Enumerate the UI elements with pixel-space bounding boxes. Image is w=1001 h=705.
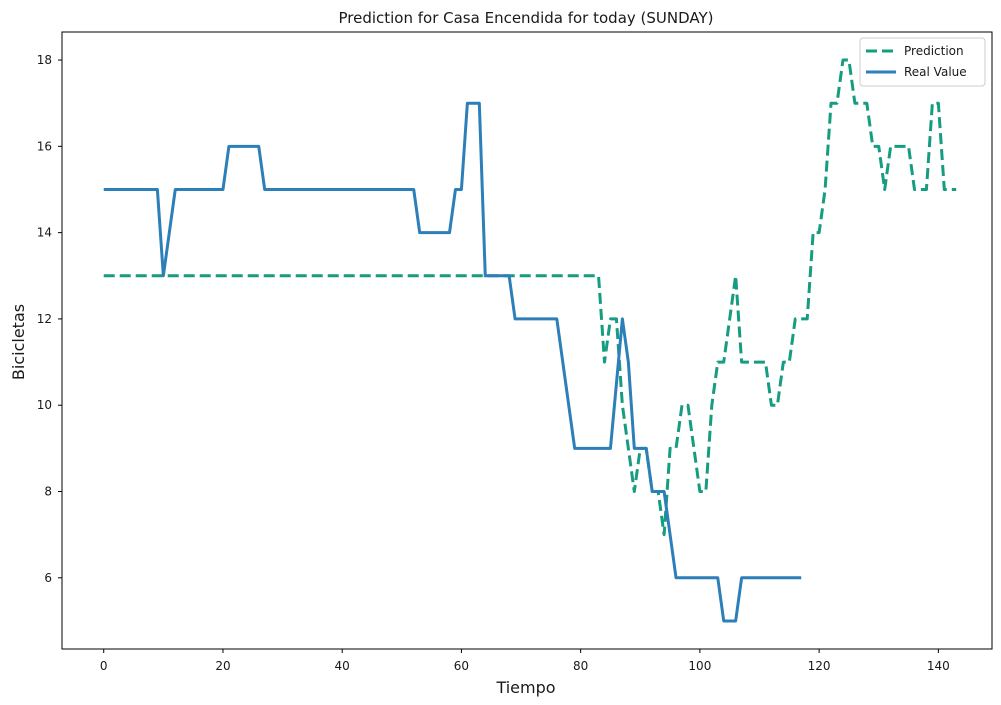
y-tick-label: 14 bbox=[37, 226, 52, 240]
x-tick-label: 120 bbox=[808, 659, 831, 673]
plot-frame bbox=[61, 31, 993, 650]
y-tick-label: 16 bbox=[37, 139, 52, 153]
axis-ticks: 0 20 40 60 80 100 120 140 6 8 10 12 14 16 18 bbox=[37, 53, 950, 673]
y-tick-label: 18 bbox=[37, 53, 52, 67]
series-lines bbox=[103, 58, 957, 623]
x-tick-label: 0 bbox=[100, 659, 108, 673]
y-tick-label: 10 bbox=[37, 398, 52, 412]
y-tick-label: 8 bbox=[44, 485, 52, 499]
x-tick-label: 20 bbox=[215, 659, 230, 673]
y-tick-label: 6 bbox=[44, 571, 52, 585]
x-axis-label: Tiempo bbox=[495, 678, 555, 697]
series-line-real-value bbox=[103, 101, 802, 623]
y-axis-label: Bicicletas bbox=[9, 304, 28, 380]
legend-label: Real Value bbox=[904, 65, 967, 79]
x-tick-label: 140 bbox=[927, 659, 950, 673]
x-tick-label: 80 bbox=[573, 659, 588, 673]
y-tick-label: 12 bbox=[37, 312, 52, 326]
x-tick-label: 100 bbox=[688, 659, 711, 673]
x-tick-label: 40 bbox=[335, 659, 350, 673]
chart-title: Prediction for Casa Encendida for today … bbox=[338, 9, 713, 27]
x-tick-label: 60 bbox=[454, 659, 469, 673]
legend-label: Prediction bbox=[904, 44, 964, 58]
legend: Prediction Real Value bbox=[859, 37, 986, 87]
